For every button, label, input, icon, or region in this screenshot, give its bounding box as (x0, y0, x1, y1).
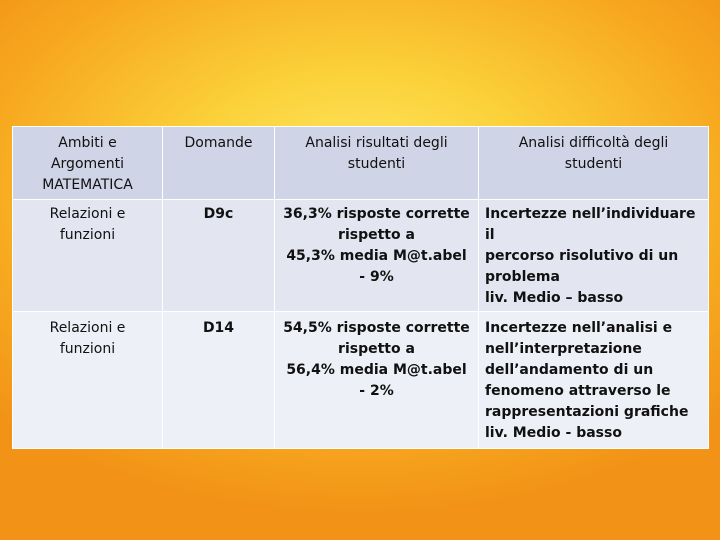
cell-risultati: 36,3% risposte corrette rispetto a 45,3%… (274, 199, 479, 312)
header-analisi-difficolta: Analisi difficoltà degli studenti (478, 126, 709, 200)
cell-domanda: D9c (162, 199, 275, 312)
cell-risultati: 54,5% risposte corrette rispetto a 56,4%… (274, 311, 479, 449)
cell-difficolta: Incertezze nell’analisi e nell’interpret… (478, 311, 709, 449)
cell-difficolta: Incertezze nell’individuare il percorso … (478, 199, 709, 312)
cell-ambito: Relazioni e funzioni (12, 311, 163, 449)
cell-ambito: Relazioni e funzioni (12, 199, 163, 312)
header-ambiti: Ambiti e Argomenti MATEMATICA (12, 126, 163, 200)
table-header-row: Ambiti e Argomenti MATEMATICA Domande An… (12, 126, 709, 200)
table-row: Relazioni e funzioni D14 54,5% risposte … (12, 311, 709, 449)
header-domande: Domande (162, 126, 275, 200)
table-row: Relazioni e funzioni D9c 36,3% risposte … (12, 199, 709, 312)
header-analisi-risultati: Analisi risultati degli studenti (274, 126, 479, 200)
cell-domanda: D14 (162, 311, 275, 449)
analysis-table: Ambiti e Argomenti MATEMATICA Domande An… (12, 126, 709, 449)
